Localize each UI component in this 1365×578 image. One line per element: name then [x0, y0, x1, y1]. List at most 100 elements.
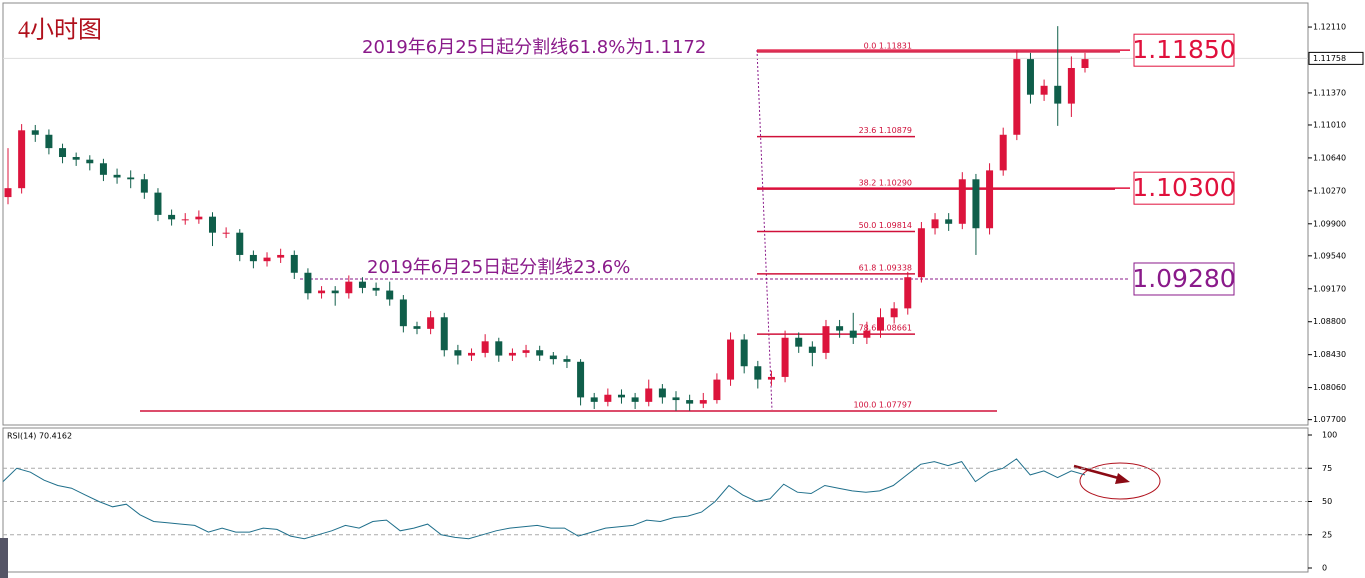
y-tick-label: 1.11370: [1313, 88, 1346, 97]
candle-body: [945, 219, 953, 224]
scroll-handle: [0, 538, 8, 578]
candle-body: [549, 355, 557, 360]
candle-body: [740, 339, 748, 367]
candle-body: [372, 287, 380, 291]
candle-body: [481, 341, 489, 353]
candle-body: [672, 397, 680, 401]
candle-body: [495, 341, 503, 356]
candle-body: [577, 361, 585, 398]
candle-body: [277, 254, 285, 258]
candle-body: [986, 170, 994, 229]
candle-body: [563, 359, 571, 362]
candle-body: [781, 337, 789, 377]
highlight-ellipse: [1079, 462, 1161, 500]
level-box: [1133, 262, 1235, 296]
candle-body: [836, 326, 844, 331]
guide-line: [756, 49, 773, 411]
candle-body: [849, 330, 857, 338]
arrow-head: [1115, 473, 1130, 484]
rsi-tick-label: 100: [1322, 431, 1337, 440]
candle-body: [72, 157, 80, 160]
y-tick-label: 1.09900: [1313, 219, 1346, 228]
fib-label: 23.6 1.10879: [859, 126, 912, 135]
rsi-label: RSI(14) 70.4162: [7, 432, 72, 441]
candle-body: [345, 281, 353, 294]
last-price-label: 1.11758: [1313, 54, 1346, 63]
rsi-tick-label: 75: [1322, 464, 1332, 473]
candle-body: [222, 232, 230, 234]
candle-body: [631, 397, 639, 402]
candle-body: [4, 188, 12, 198]
level-label: 1.09280: [1132, 264, 1235, 293]
candle-body: [645, 388, 653, 402]
candle-body: [522, 350, 530, 353]
annotation: 2019年6月25日起分割线23.6%: [367, 257, 630, 278]
candle-body: [1067, 67, 1075, 104]
candle-body: [113, 174, 121, 178]
candle-body: [617, 394, 625, 398]
candle-body: [86, 159, 94, 164]
y-tick-label: 1.11010: [1313, 120, 1346, 129]
candle-body: [931, 219, 939, 229]
candle-body: [154, 192, 162, 215]
fib-label: 0.0 1.11831: [864, 41, 912, 50]
chart-title: 4小时图: [18, 17, 102, 44]
candle-body: [767, 376, 775, 380]
price-panel: [2, 2, 1309, 426]
candle-body: [140, 179, 148, 193]
candle-body: [413, 326, 421, 329]
candle-body: [1081, 59, 1089, 68]
rsi-tick-label: 25: [1322, 530, 1332, 539]
candle-body: [59, 148, 67, 158]
candle-body: [168, 214, 176, 220]
y-tick-label: 1.09540: [1313, 251, 1346, 260]
candle-body: [18, 130, 26, 189]
candle-body: [1013, 59, 1021, 135]
candle-body: [795, 337, 803, 347]
candle-body: [263, 257, 271, 262]
last-price-box: [1308, 51, 1364, 65]
candle-body: [318, 290, 326, 294]
candle-body: [208, 216, 216, 233]
candle-body: [754, 366, 762, 380]
candle-body: [713, 379, 721, 401]
candle-body: [658, 388, 666, 398]
level-box: [1133, 171, 1235, 205]
fib-label: 100.0 1.07797: [853, 401, 912, 410]
fib-label: 78.6 1.08661: [859, 324, 912, 333]
candle-body: [440, 317, 448, 351]
candle-body: [508, 352, 516, 356]
y-tick-label: 1.08060: [1313, 383, 1346, 392]
rsi-tick-label: 50: [1322, 497, 1332, 506]
level-box: [1133, 33, 1235, 67]
candle-body: [686, 400, 694, 404]
candle-body: [604, 394, 612, 402]
rsi-tick-label: 0: [1322, 564, 1327, 573]
y-tick-label: 1.10640: [1313, 153, 1346, 162]
candle-body: [304, 272, 312, 294]
fib-label: 50.0 1.09814: [859, 221, 912, 230]
candle-body: [1026, 59, 1034, 95]
candle-body: [808, 346, 816, 353]
rsi-line: [2, 458, 1086, 540]
candle-body: [699, 400, 707, 404]
y-tick-label: 1.07700: [1313, 415, 1346, 424]
y-tick-label: 1.08430: [1313, 350, 1346, 359]
candle-body: [399, 299, 407, 327]
candle-body: [290, 254, 298, 273]
candle-body: [236, 232, 244, 255]
candle-body: [958, 179, 966, 224]
candle-body: [181, 219, 189, 221]
candle-body: [917, 228, 925, 278]
candle-body: [468, 352, 476, 356]
candle-body: [331, 290, 339, 294]
y-tick-label: 1.12110: [1313, 23, 1346, 32]
candle-body: [31, 130, 39, 135]
level-label: 1.10300: [1132, 173, 1235, 202]
fib-label: 38.2 1.10290: [859, 179, 912, 188]
candle-body: [727, 339, 735, 380]
candle-body: [822, 326, 830, 353]
annotation: 2019年6月25日起分割线61.8%为1.1172: [362, 37, 706, 58]
